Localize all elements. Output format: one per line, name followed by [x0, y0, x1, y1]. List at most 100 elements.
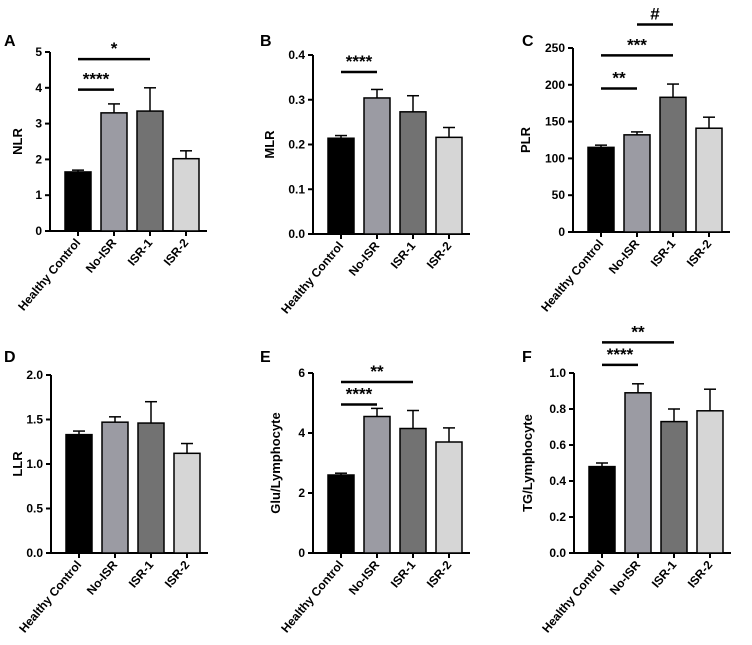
y-axis-label: MLR [262, 130, 277, 159]
bar-isr-2 [435, 136, 463, 235]
panel-e: E Glu/Lymphocyte 0 2 4 6 Healthy Control No-ISR… [260, 349, 470, 635]
y-tick-label: 3 [35, 117, 42, 131]
x-tick-label: Healthy Control [16, 558, 84, 635]
y-tick-label: 4 [35, 81, 42, 95]
y-tick-label: 0.0 [288, 227, 305, 241]
y-tick-label: 0.0 [26, 546, 43, 560]
x-tick-label: Healthy Control [539, 558, 607, 635]
y-tick-label: 4 [298, 426, 305, 440]
y-axis-label: Glu/Lymphocyte [268, 412, 283, 513]
significance-label: **** [83, 70, 110, 89]
y-tick-label: 0.2 [288, 138, 305, 152]
bar-no-isr [363, 415, 391, 554]
panel-b: B MLR 0.0 0.1 0.2 0.3 0.4 Healthy Control No-ISR… [260, 33, 470, 316]
y-tick-label: 0 [558, 225, 565, 239]
y-tick-label: 2.0 [26, 368, 43, 382]
x-tick-label: No-ISR [607, 558, 644, 598]
bar-isr-2 [173, 452, 201, 554]
bar-no-isr [363, 97, 391, 235]
x-tick-label: No-ISR [83, 236, 120, 276]
y-axis-label: TG/Lymphocyte [520, 414, 535, 512]
y-tick-label: 50 [552, 188, 566, 202]
y-axis-label: NLR [10, 128, 25, 155]
x-tick-label: No-ISR [346, 558, 383, 598]
x-tick-label: Healthy Control [278, 239, 346, 316]
y-tick-label: 0 [298, 546, 305, 560]
y-axis-label: PLR [518, 126, 533, 153]
bar-no-isr [101, 421, 129, 554]
y-tick-label: 200 [545, 78, 565, 92]
y-tick-label: 0 [35, 224, 42, 238]
significance-label: **** [607, 345, 634, 364]
bar-healthy-control [588, 465, 616, 554]
bar-isr-1 [137, 422, 165, 554]
panel-letter: F [522, 349, 532, 366]
x-tick-label: ISR-1 [388, 558, 419, 591]
significance-label: ** [612, 68, 626, 87]
x-tick-label: Healthy Control [15, 236, 83, 313]
bar-isr-2 [172, 157, 200, 232]
x-tick-label: ISR-2 [685, 558, 716, 591]
panel-letter: A [4, 33, 16, 50]
significance-label: * [111, 39, 118, 58]
y-tick-label: 0.0 [549, 546, 566, 560]
y-tick-label: 0.1 [288, 182, 305, 196]
y-tick-label: 0.6 [549, 438, 566, 452]
significance-label: ** [370, 362, 384, 381]
panel-d: D LLR 0.0 0.5 1.0 1.5 2.0 Healthy Control No-ISR… [4, 349, 208, 635]
significance-label: **** [346, 385, 373, 404]
x-tick-label: ISR-2 [162, 558, 193, 591]
y-tick-label: 0.2 [549, 510, 566, 524]
bar-isr-2 [695, 127, 723, 233]
panel-a: A NLR 0 1 2 3 4 5 Healthy Control No-ISR ISR-1 ISR-… [4, 33, 207, 313]
x-tick-label: ISR-2 [684, 237, 715, 270]
y-tick-label: 0.4 [288, 48, 305, 62]
bar-healthy-control [64, 171, 92, 232]
y-tick-label: 2 [35, 152, 42, 166]
y-tick-label: 100 [545, 151, 565, 165]
panel-c: C PLR 0 50 100 150 200 250 Healthy Control No-ISR… [518, 4, 730, 314]
y-tick-label: 1 [35, 188, 42, 202]
panel-f: F TG/Lymphocyte 0.0 0.2 0.4 0.6 0.8 1.0 Healthy … [520, 322, 731, 635]
panel-letter: B [260, 33, 272, 50]
bar-isr-1 [399, 427, 427, 554]
x-tick-label: No-ISR [346, 239, 383, 279]
bar-healthy-control [587, 146, 615, 233]
bar-isr-1 [659, 96, 687, 233]
bar-healthy-control [327, 137, 355, 235]
bar-isr-1 [136, 110, 164, 232]
y-tick-label: 150 [545, 115, 565, 129]
x-tick-label: No-ISR [606, 237, 643, 277]
x-tick-label: ISR-2 [424, 239, 455, 272]
bar-isr-2 [696, 410, 724, 554]
y-tick-label: 1.0 [549, 366, 566, 380]
bar-no-isr [623, 134, 651, 233]
bar-isr-1 [660, 420, 688, 554]
x-tick-label: ISR-1 [125, 236, 156, 269]
y-tick-label: 2 [298, 486, 305, 500]
y-tick-label: 6 [298, 366, 305, 380]
panel-letter: E [260, 349, 271, 366]
x-tick-label: ISR-2 [424, 558, 455, 591]
y-tick-label: 1.0 [26, 457, 43, 471]
y-tick-label: 1.5 [26, 413, 43, 427]
panel-letter: D [4, 349, 16, 366]
x-tick-label: ISR-1 [649, 558, 680, 591]
y-tick-label: 5 [35, 45, 42, 59]
x-tick-label: ISR-1 [388, 239, 419, 272]
bar-healthy-control [65, 433, 93, 554]
y-tick-label: 0.8 [549, 402, 566, 416]
x-tick-label: No-ISR [84, 558, 121, 598]
x-tick-label: ISR-1 [648, 237, 679, 270]
x-tick-label: Healthy Control [538, 237, 606, 314]
significance-label: **** [346, 52, 373, 71]
significance-label: ** [631, 322, 645, 341]
y-tick-label: 250 [545, 41, 565, 55]
bar-no-isr [624, 392, 652, 554]
x-tick-label: ISR-2 [161, 236, 192, 269]
y-tick-label: 0.4 [549, 474, 566, 488]
panel-letter: C [522, 33, 534, 50]
significance-label: # [650, 4, 660, 23]
y-tick-label: 0.3 [288, 93, 305, 107]
